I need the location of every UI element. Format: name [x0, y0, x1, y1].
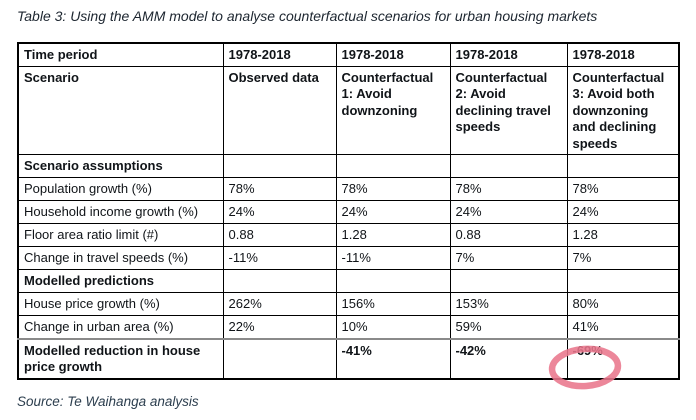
value-cell: 1.28 [566, 222, 680, 247]
table-row: Change in travel speeds (%) -11% -11% 7% 7% [17, 245, 680, 270]
value-cell: -42% [449, 337, 568, 380]
value-cell [449, 268, 568, 293]
data-table: Time period 1978-2018 1978-2018 1978-2018 19… [17, 42, 680, 380]
row-label-cell: Change in urban area (%) [17, 314, 224, 340]
table-row: Scenario Observed data Counterfactual 1: A… [17, 66, 680, 155]
table-row: Floor area ratio limit (#) 0.88 1.28 0.88 1.… [17, 222, 680, 247]
value-cell [335, 268, 451, 293]
value-cell: 24% [222, 199, 337, 224]
value-cell: 78% [449, 176, 568, 201]
row-label-cell: Household income growth (%) [17, 199, 224, 224]
row-label-cell: Scenario [17, 66, 224, 155]
value-cell: -11% [222, 245, 337, 270]
value-cell: Counterfactual 2: Avoid declining travel… [449, 66, 568, 155]
value-cell: 24% [449, 199, 568, 224]
value-cell [222, 268, 337, 293]
value-cell: 10% [335, 314, 451, 340]
value-cell: 1978-2018 [222, 42, 337, 67]
value-cell: 1978-2018 [566, 42, 680, 67]
value-cell [222, 153, 337, 178]
table-row: Population growth (%) 78% 78% 78% 78% [17, 176, 680, 201]
value-cell: 0.88 [222, 222, 337, 247]
circled-value-cell: -69% [566, 337, 680, 380]
table-caption: Table 3: Using the AMM model to analyse … [17, 8, 598, 24]
table-body: Time period 1978-2018 1978-2018 1978-2018 19… [17, 42, 680, 380]
value-cell [222, 337, 337, 380]
row-label-cell: Floor area ratio limit (#) [17, 222, 224, 247]
row-label-cell: Time period [17, 42, 224, 67]
row-label-cell: Modelled predictions [17, 268, 224, 293]
table-row: Scenario assumptions [17, 153, 680, 178]
row-label-cell: Modelled reduction in house price growth [17, 337, 224, 380]
value-cell [566, 153, 680, 178]
value-cell: 78% [335, 176, 451, 201]
value-cell [566, 268, 680, 293]
value-cell: 153% [449, 291, 568, 316]
value-cell: Counterfactual 1: Avoid downzoning [335, 66, 451, 155]
table-row: Modelled predictions [17, 268, 680, 293]
value-cell: 22% [222, 314, 337, 340]
value-cell: 1978-2018 [335, 42, 451, 67]
value-cell: -41% [335, 337, 451, 380]
value-cell [335, 153, 451, 178]
value-cell: Counterfactual 3: Avoid both downzoning … [566, 66, 680, 155]
value-cell: Observed data [222, 66, 337, 155]
row-label-cell: Change in travel speeds (%) [17, 245, 224, 270]
value-cell: 7% [566, 245, 680, 270]
row-label-cell: Scenario assumptions [17, 153, 224, 178]
value-cell: 24% [335, 199, 451, 224]
table-row: Household income growth (%) 24% 24% 24% 24% [17, 199, 680, 224]
table-row: Time period 1978-2018 1978-2018 1978-2018 19… [17, 42, 680, 67]
table-row: Modelled reduction in house price growth… [17, 337, 680, 380]
value-cell: 156% [335, 291, 451, 316]
value-cell: 78% [222, 176, 337, 201]
row-label-cell: Population growth (%) [17, 176, 224, 201]
value-cell: 1978-2018 [449, 42, 568, 67]
value-cell: 0.88 [449, 222, 568, 247]
value-cell: 1.28 [335, 222, 451, 247]
value-cell: 7% [449, 245, 568, 270]
value-cell [449, 153, 568, 178]
value-cell: 262% [222, 291, 337, 316]
table-row: Change in urban area (%) 22% 10% 59% 41% [17, 314, 680, 340]
source-note: Source: Te Waihanga analysis [17, 394, 199, 409]
row-label-cell: House price growth (%) [17, 291, 224, 316]
value-cell: 59% [449, 314, 568, 340]
value-cell: 80% [566, 291, 680, 316]
value-cell: -11% [335, 245, 451, 270]
value-cell: 41% [566, 314, 680, 340]
value-cell: 24% [566, 199, 680, 224]
table-row: House price growth (%) 262% 156% 153% 80% [17, 291, 680, 316]
value-cell: 78% [566, 176, 680, 201]
